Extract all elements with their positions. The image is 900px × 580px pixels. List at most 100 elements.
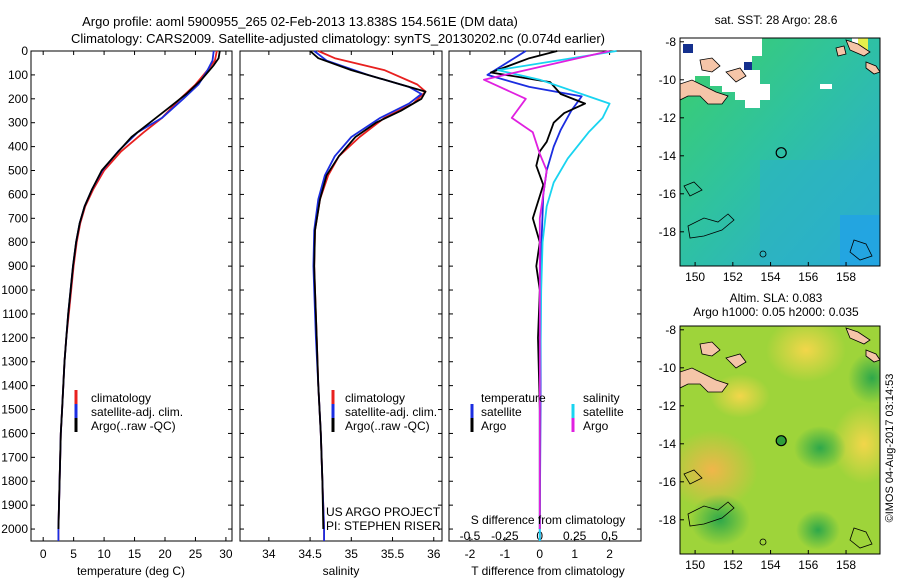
legend-title-salinity: salinity [583,391,620,405]
island [845,327,871,345]
depth-tick-label: 300 [8,116,28,130]
map-y-tick-label: -8 [665,323,676,337]
argo-float-marker [775,435,787,447]
project-label: US ARGO PROJECT [326,505,441,519]
depth-tick-label: 2000 [1,522,28,536]
difference-panel-frame [448,50,642,542]
sst-field-cool-corner [840,215,880,266]
s-tick-label: 0.25 [563,529,587,543]
legend-label-s-argo: Argo [583,419,609,433]
sla-map-subtitle: Argo h1000: 0.05 h2000: 0.035 [693,305,859,319]
depth-tick-label: 1400 [1,379,28,393]
x-tick-label: 15 [128,547,142,561]
s-tick-label: -0.5 [460,529,481,543]
depth-tick-label: 500 [8,164,28,178]
sst-map [680,38,880,266]
island [725,353,747,369]
reef-outline [849,527,873,549]
x-tick-label: 35.5 [381,547,405,561]
land-mass [680,367,729,393]
series-line-argo-raw-qc [309,50,427,530]
map-y-tick-label: -14 [659,149,677,163]
x-tick-label: 2 [606,547,613,561]
x-tick-label: -2 [465,547,476,561]
x-tick-label: 0 [40,547,47,561]
island [699,57,721,73]
series-line-climatology [57,50,218,541]
series-line-t-satellite [486,50,583,541]
header-subtitle: Climatology: CARS2009. Satellite-adjuste… [71,31,605,46]
salinity-legend: climatology satellite-adj. clim. Argo(..… [331,390,437,433]
t-difference-label: T difference from climatology [471,564,625,578]
map-y-tick-label: -10 [659,361,677,375]
sla-low-region [796,510,840,550]
sst-map-title: sat. SST: 28 Argo: 28.6 [715,13,838,27]
map-y-tick-label: -8 [665,35,676,49]
depth-tick-label: 800 [8,235,28,249]
series-line-t-argo [489,50,586,529]
depth-tick-label: 1000 [1,283,28,297]
sst-map-frame [679,37,881,267]
reef-outline [687,501,735,527]
x-tick-label: 25 [189,547,203,561]
x-tick-label: 10 [97,547,111,561]
map-y-tick-label: -12 [659,111,677,125]
sla-high-region [832,404,880,484]
legend-label-argo: Argo(..raw -QC) [91,419,176,433]
depth-tick-label: 1500 [1,403,28,417]
map-x-tick-label: 154 [761,270,781,284]
sla-low-region [794,426,846,470]
s-difference-label: S difference from climatology [471,513,626,527]
legend-label-argo: Argo(..raw -QC) [345,419,430,433]
x-tick-label: 30 [219,547,233,561]
map-x-tick-label: 154 [761,558,781,572]
depth-tick-label: 700 [8,211,28,225]
island [865,61,880,75]
legend-label-t-satellite: satellite [481,405,522,419]
cold-patch [744,62,752,70]
depth-tick-label: 1800 [1,474,28,488]
depth-tick-label: 400 [8,140,28,154]
map-x-tick-label: 152 [723,558,743,572]
temperature-legend: climatology satellite-adj. clim. Argo(..… [74,390,183,433]
salinity-xlabel: salinity [323,564,360,578]
x-tick-label: 34.5 [298,547,322,561]
map-y-tick-label: -12 [659,399,677,413]
x-tick-label: 35 [345,547,359,561]
map-y-tick-label: -16 [659,187,677,201]
salinity-panel-frame [239,50,443,542]
series-line-s-satellite [496,50,617,541]
s-tick-label: 0.5 [601,529,618,543]
temperature-xlabel: temperature (deg C) [77,564,185,578]
depth-tick-label: 1200 [1,331,28,345]
s-tick-label: -0.25 [491,529,519,543]
temperature-panel-frame [30,50,233,542]
island [725,67,747,83]
depth-tick-label: 1900 [1,498,28,512]
sla-high-region [680,430,758,510]
map-x-tick-label: 152 [723,270,743,284]
legend-label-t-argo: Argo [481,419,507,433]
map-y-tick-label: -16 [659,475,677,489]
legend-label-climatology: climatology [91,391,151,405]
pi-label: PI: STEPHEN RISER [326,519,441,533]
depth-tick-label: 1100 [2,307,28,321]
warm-patch [858,38,868,50]
island [865,349,880,363]
series-line-s-argo [482,50,610,529]
island [699,341,721,357]
legend-label-climatology: climatology [345,391,405,405]
series-line-satellite-adj-clim [57,50,215,541]
legend-label-satellite: satellite-adj. clim. [345,405,437,419]
reef-outline [683,469,703,485]
sla-low-region [848,352,880,404]
x-tick-label: 0 [536,547,543,561]
map-x-tick-label: 156 [798,270,818,284]
cold-patch [683,44,693,53]
map-x-tick-label: 150 [685,558,705,572]
map-y-tick-label: -10 [659,73,677,87]
map-x-tick-label: 150 [685,270,705,284]
depth-tick-label: 1700 [1,450,28,464]
map-x-tick-label: 158 [836,558,856,572]
